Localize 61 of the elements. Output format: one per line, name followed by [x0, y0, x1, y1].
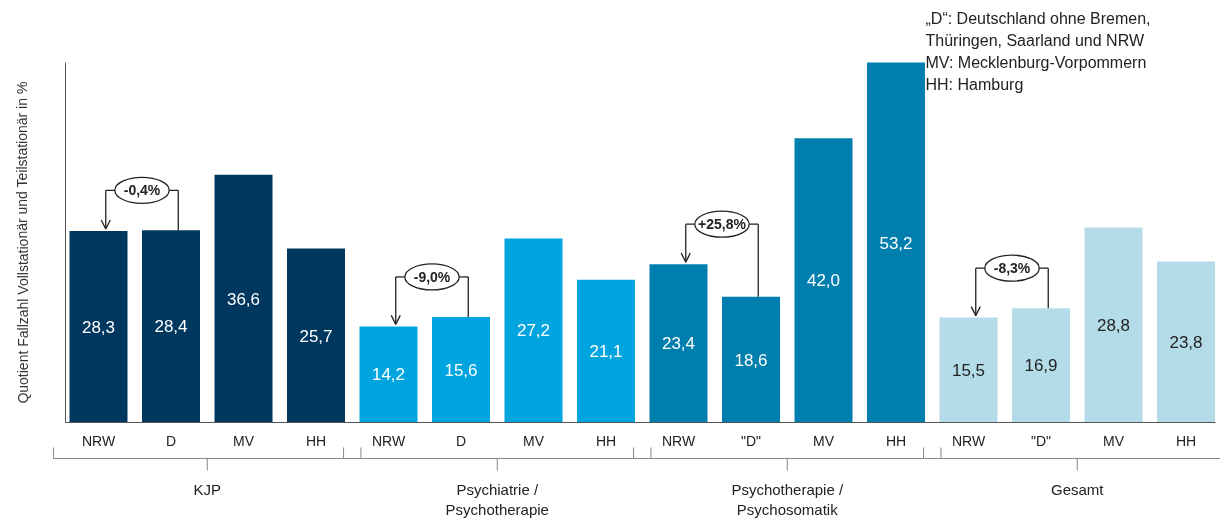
text: Psychiatrie / Psychotherapie — [445, 480, 549, 518]
text: Psychotherapie / Psychosomatik — [731, 480, 844, 518]
bar — [1157, 261, 1215, 423]
x-tick-label: HH — [305, 432, 327, 449]
annotation: -0,4% — [123, 182, 161, 199]
x-tick-label: NRW — [371, 432, 406, 449]
data-label: 28,4 — [154, 317, 188, 337]
data-label: 14,2 — [371, 365, 406, 385]
data-label: 23,8 — [1169, 332, 1203, 352]
x-tick-label: MV — [813, 432, 835, 449]
annotation: -8,3% — [993, 260, 1031, 277]
bar — [1012, 308, 1070, 423]
data-label: 28,8 — [1096, 316, 1131, 336]
bar — [1084, 227, 1143, 423]
x-tick-label: D — [455, 432, 467, 449]
data-label: 28,3 — [81, 317, 116, 337]
bar — [287, 248, 345, 423]
bar — [359, 326, 418, 423]
text: KJP — [193, 480, 222, 498]
bar — [722, 296, 780, 423]
text: Gesamt — [1050, 480, 1105, 498]
data-label: 15,6 — [444, 360, 478, 380]
data-label: 18,6 — [734, 350, 768, 370]
data-label: 15,5 — [951, 361, 986, 381]
annotation: +25,8% — [698, 216, 747, 233]
x-tick-label: NRW — [661, 432, 696, 449]
bar — [939, 317, 998, 423]
x-tick-label: NRW — [81, 432, 116, 449]
text: „D“: Deutschland ohne Bremen, — [925, 10, 1151, 27]
text: Thüringen, Saarland und NRW — [925, 32, 1145, 49]
data-label: 42,0 — [806, 271, 841, 291]
x-tick-label: MV — [523, 432, 545, 449]
x-tick-label: HH — [1175, 432, 1197, 449]
x-tick-label: D — [165, 432, 177, 449]
data-label: 27,2 — [516, 321, 551, 341]
data-label: 21,1 — [589, 342, 623, 362]
annotation: MV: Mecklenburg-Vorpommern — [925, 54, 1147, 71]
bar — [69, 231, 128, 423]
x-tick-label: MV — [1103, 432, 1125, 449]
x-tick-label: HH — [885, 432, 907, 449]
bar — [867, 62, 925, 423]
bar — [649, 264, 708, 423]
x-tick-label: "D" — [1030, 432, 1052, 449]
bar — [504, 238, 563, 423]
x-tick-label: NRW — [951, 432, 986, 449]
bar — [577, 279, 635, 423]
x-tick-label: MV — [233, 432, 255, 449]
data-label: 53,2 — [879, 233, 913, 253]
x-tick-label: HH — [595, 432, 617, 449]
data-label: 23,4 — [661, 334, 696, 354]
y-axis-title: Quotient Fallzahl Vollstationär und Teilstationär in % — [14, 81, 31, 404]
bar — [142, 230, 200, 423]
bar — [214, 174, 273, 423]
bar — [432, 316, 490, 423]
bar — [794, 138, 853, 423]
annotation: HH: Hamburg — [925, 76, 1024, 93]
data-label: 36,6 — [226, 289, 261, 309]
annotation: -9,0% — [413, 268, 451, 285]
x-tick-label: "D" — [740, 432, 762, 449]
data-label: 16,9 — [1024, 356, 1058, 376]
data-label: 25,7 — [299, 326, 333, 346]
